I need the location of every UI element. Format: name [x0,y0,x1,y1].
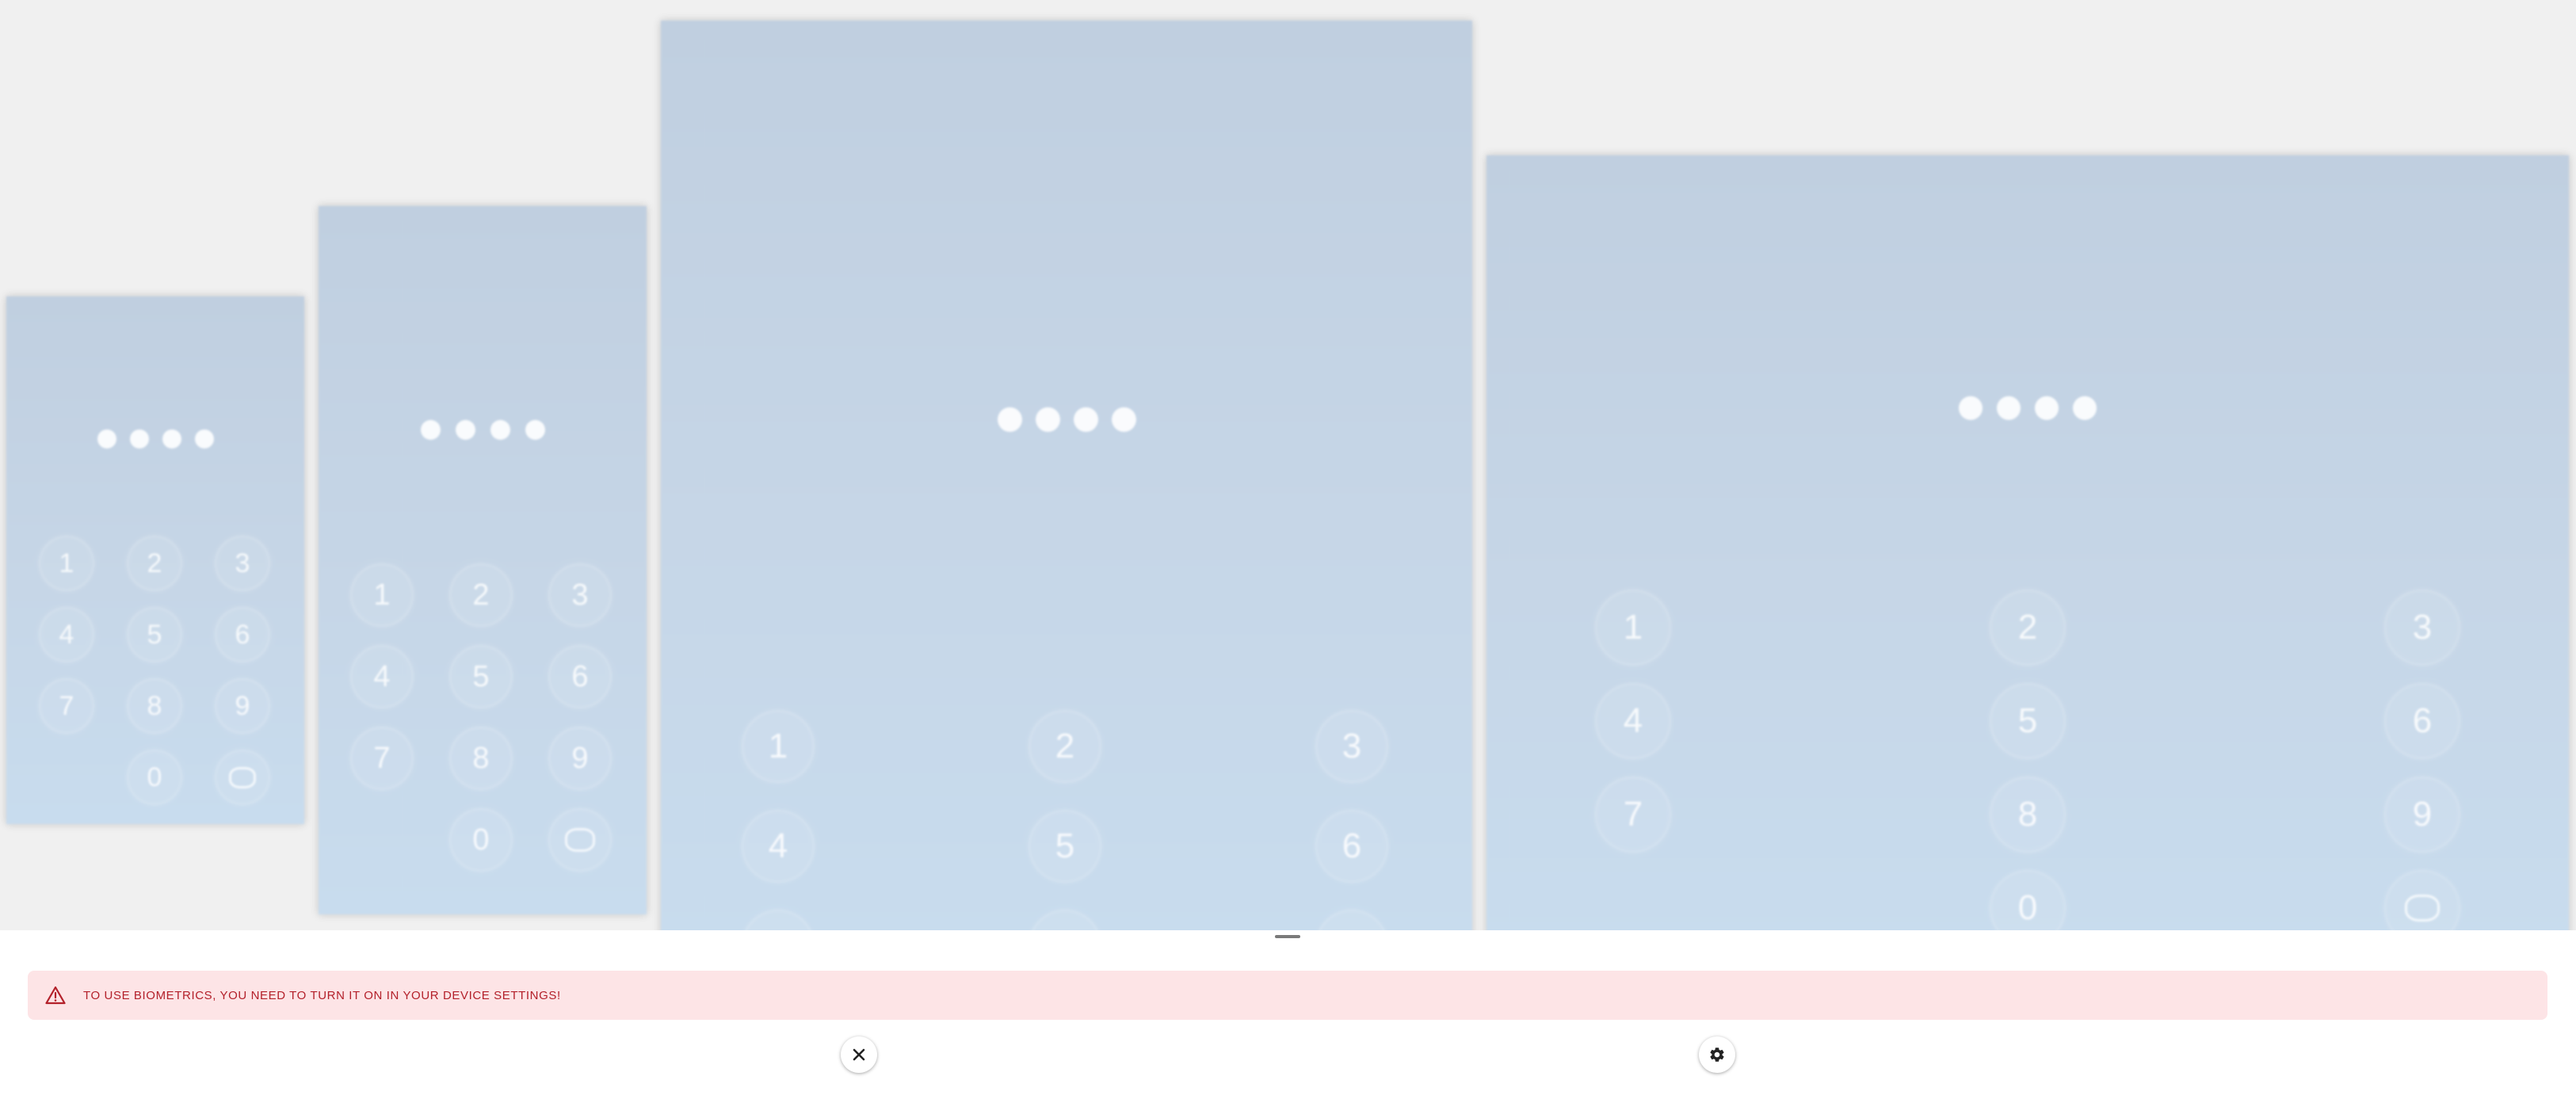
close-button[interactable] [841,1036,877,1073]
keypad-key[interactable]: 7 [39,678,94,734]
keypad-key[interactable]: 2 [449,563,513,627]
keypad-key[interactable]: 0 [127,750,182,805]
keypad-key[interactable]: 6 [1315,810,1388,883]
keypad-key[interactable]: 0 [1990,870,2066,930]
device-preview-tablet-portrait: 1 2 3 4 5 6 7 8 9 [661,21,1472,930]
keypad-key[interactable]: 5 [127,607,182,662]
keypad-key[interactable]: 1 [742,710,815,783]
pin-indicator [319,420,647,440]
keypad-key[interactable]: 0 [449,808,513,872]
device-preview-phone-medium: 1 2 3 4 5 6 7 8 9 0 [319,206,647,914]
device-preview-tablet-landscape: 1 2 3 4 5 6 7 8 9 0 [1486,155,2569,930]
settings-button[interactable] [1699,1036,1735,1073]
bottom-sheet: TO USE BIOMETRICS, YOU NEED TO TURN IT O… [0,930,2576,1103]
pin-dot [1073,407,1098,432]
pin-dot [1959,396,1983,420]
close-icon [853,1048,865,1061]
keypad-key[interactable]: 2 [1990,590,2066,666]
keypad-key[interactable]: 9 [548,727,612,790]
keypad-key[interactable]: 3 [2384,590,2460,666]
fingerprint-icon[interactable] [548,808,612,872]
keypad-key[interactable]: 1 [1595,590,1671,666]
fingerprint-icon[interactable] [215,750,270,805]
keypad-key[interactable]: 9 [2384,777,2460,853]
alert-message: TO USE BIOMETRICS, YOU NEED TO TURN IT O… [83,988,561,1002]
pin-dot [162,429,181,448]
keypad-key[interactable]: 7 [350,727,414,790]
keypad-key[interactable]: 7 [742,910,815,930]
pin-dot [1035,407,1060,432]
keypad-key[interactable]: 2 [127,536,182,591]
keypad-key[interactable]: 5 [1028,810,1101,883]
device-preview-phone-small: 1 2 3 4 5 6 7 8 9 0 [6,296,304,824]
pin-dot [997,407,1022,432]
pin-dot [490,420,510,440]
pin-dot [455,420,475,440]
keypad-key[interactable]: 5 [1990,683,2066,759]
keypad-key[interactable]: 7 [1595,777,1671,853]
gear-icon [1710,1048,1724,1062]
keypad-key[interactable]: 5 [449,645,513,708]
keypad-key[interactable]: 6 [2384,683,2460,759]
keypad-key[interactable]: 4 [742,810,815,883]
pin-indicator [1486,396,2569,420]
pin-dot [194,429,214,448]
keypad-key[interactable]: 9 [215,678,270,734]
drag-handle[interactable] [1275,935,1300,938]
pin-dot [97,429,116,448]
device-previews-area: 1 2 3 4 5 6 7 8 9 0 1 2 3 4 5 6 7 8 9 0 [0,0,2576,930]
keypad-key[interactable]: 8 [1028,910,1101,930]
keypad-key[interactable]: 4 [350,645,414,708]
pin-dot [420,420,441,440]
keypad-key[interactable]: 6 [215,607,270,662]
keypad-key[interactable]: 1 [350,563,414,627]
pin-dot [129,429,149,448]
keypad-key[interactable]: 3 [215,536,270,591]
keypad-key[interactable]: 1 [39,536,94,591]
pin-dot [2035,396,2059,420]
keypad-key[interactable]: 3 [548,563,612,627]
warning-triangle-icon [45,986,66,1005]
pin-dot [1111,407,1136,432]
pin-dot [525,420,545,440]
keypad-key[interactable]: 2 [1028,710,1101,783]
pin-dot [1997,396,2021,420]
fingerprint-icon[interactable] [2384,870,2460,930]
keypad-key[interactable]: 6 [548,645,612,708]
keypad-key[interactable]: 9 [1315,910,1388,930]
pin-dot [2073,396,2097,420]
pin-indicator [6,429,304,448]
keypad-key[interactable]: 8 [449,727,513,790]
keypad-key[interactable]: 8 [1990,777,2066,853]
keypad-key[interactable]: 3 [1315,710,1388,783]
keypad-key[interactable]: 8 [127,678,182,734]
biometrics-alert: TO USE BIOMETRICS, YOU NEED TO TURN IT O… [28,971,2547,1020]
pin-indicator [661,407,1472,432]
keypad-key[interactable]: 4 [1595,683,1671,759]
keypad-key[interactable]: 4 [39,607,94,662]
